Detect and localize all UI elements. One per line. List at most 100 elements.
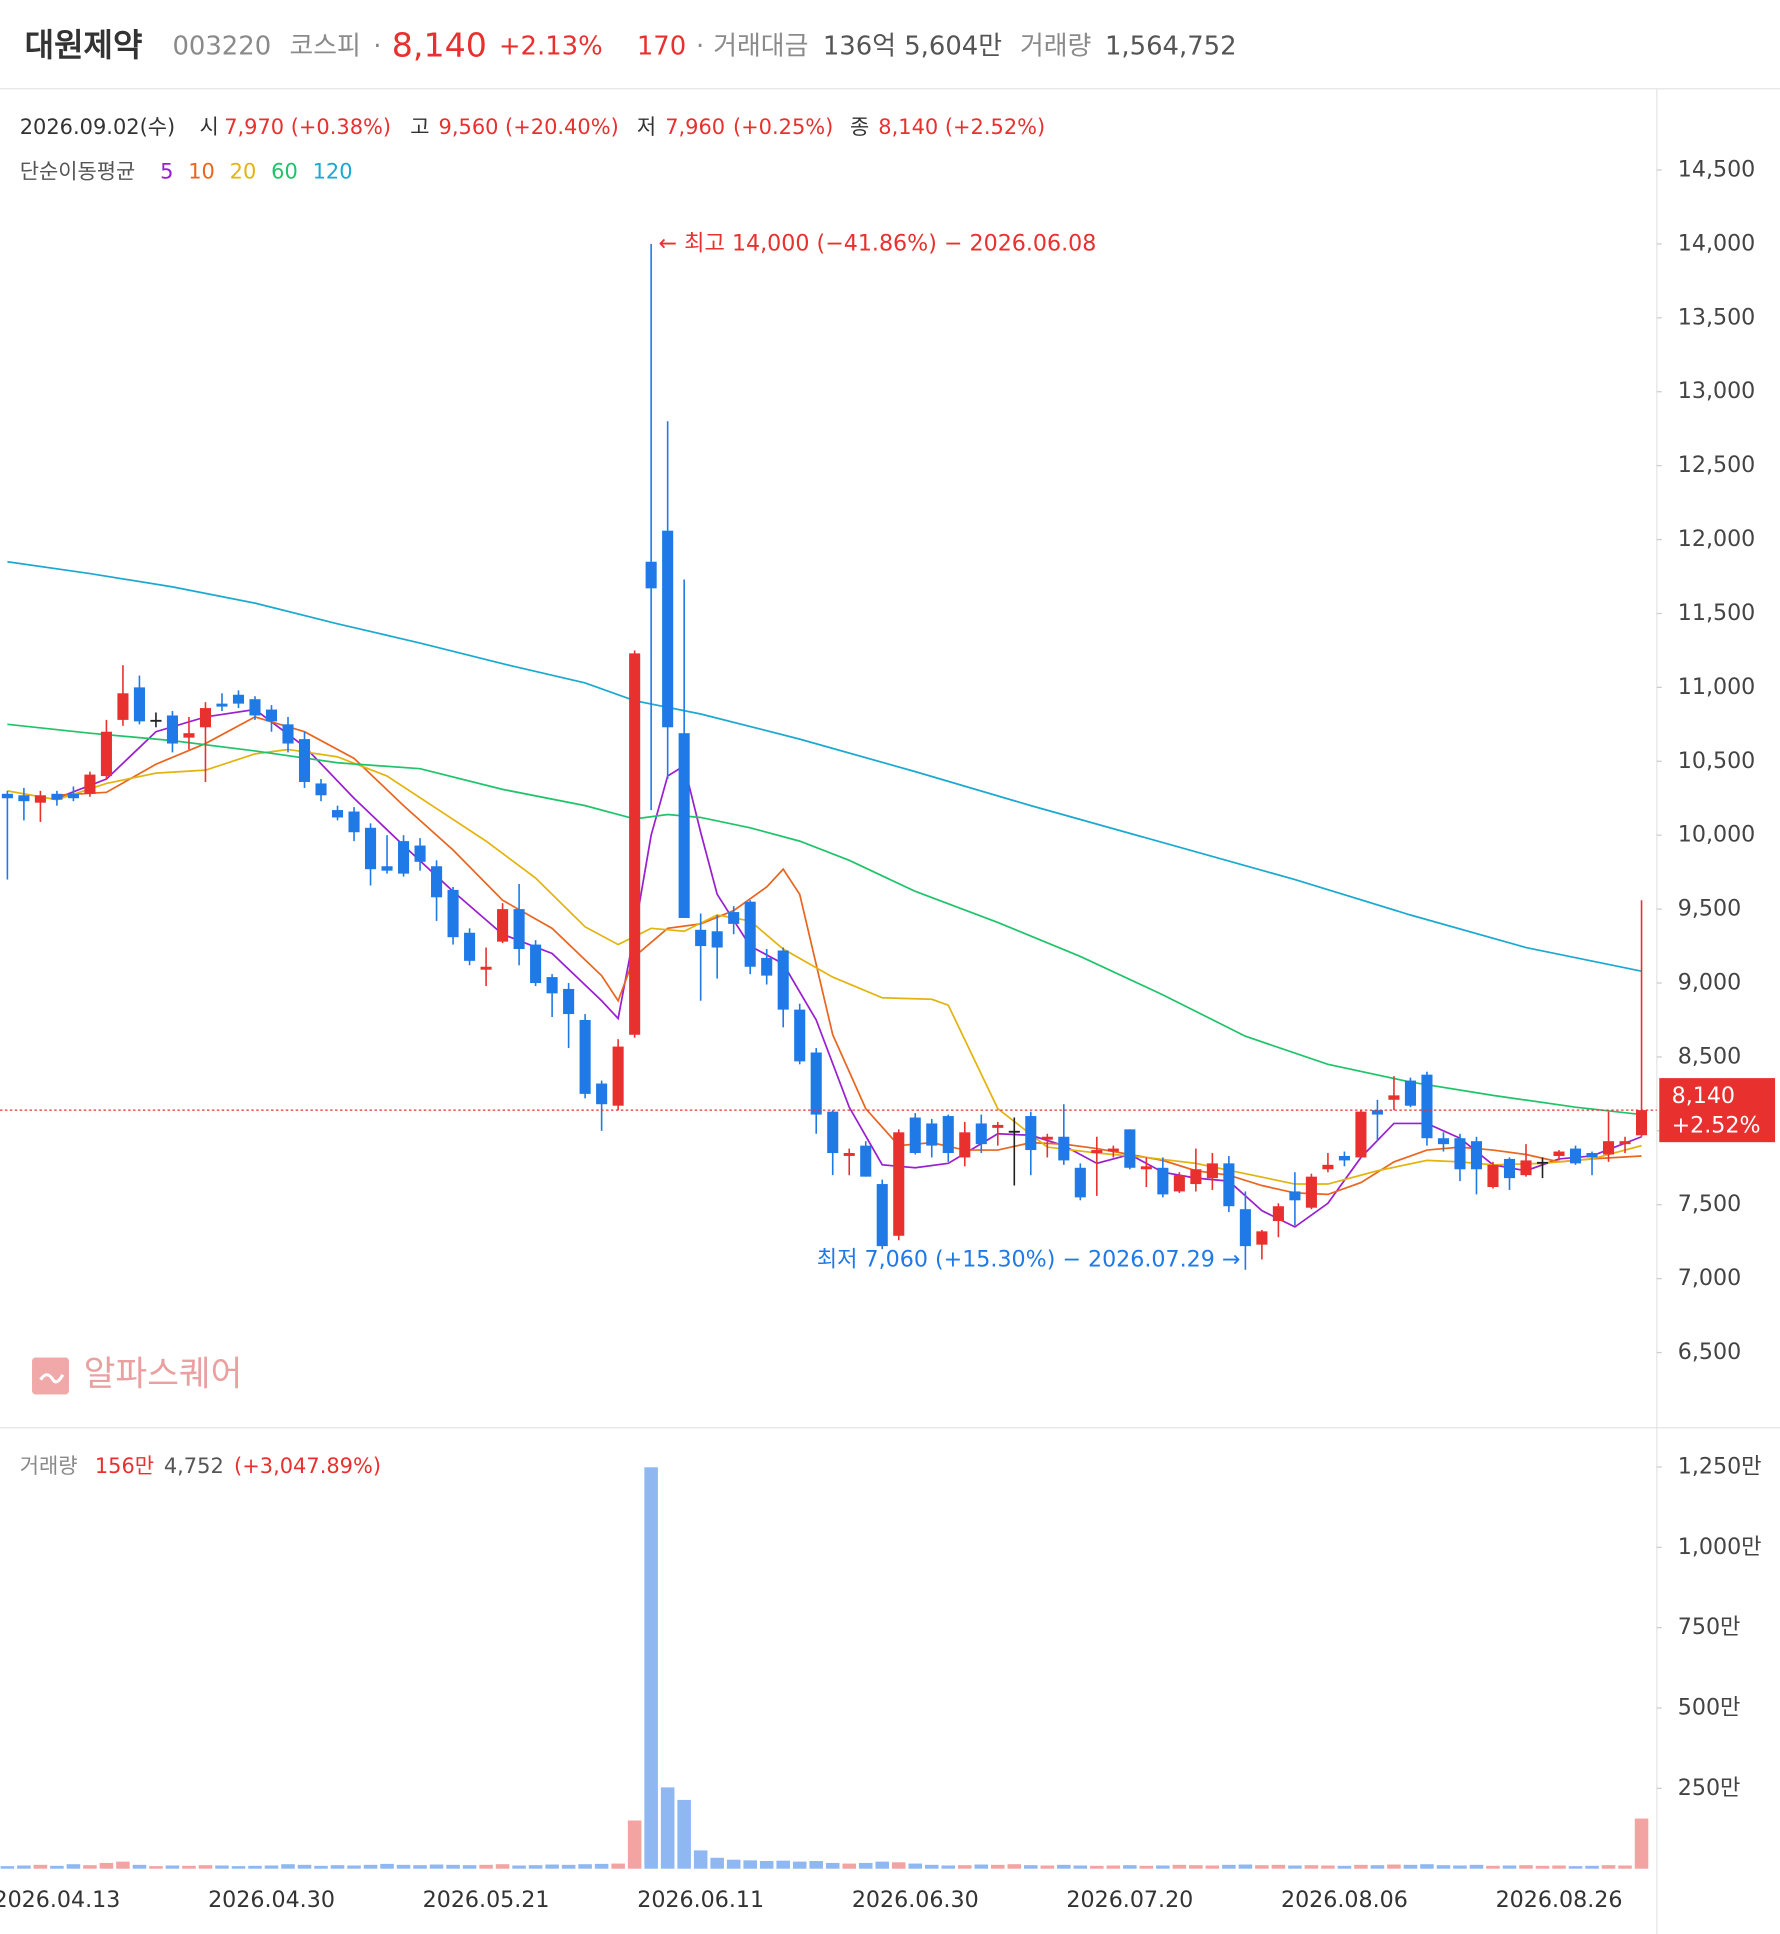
volume-bar (660, 1787, 675, 1869)
candle-body (216, 703, 228, 707)
volume-bar (83, 1865, 97, 1869)
candle-body (51, 793, 63, 800)
candle-body (1437, 1138, 1450, 1145)
candle-body (117, 693, 129, 720)
candle-body (464, 932, 476, 961)
y-tick-label: 13,500 (1678, 304, 1756, 330)
volume-bar (1238, 1864, 1253, 1869)
logo: 알파스퀘어 (32, 1354, 242, 1394)
candle-body (1140, 1166, 1152, 1170)
ohlc-pct: (+20.40%) (505, 115, 619, 139)
volume-bar (512, 1865, 526, 1869)
volume-bar (1568, 1866, 1583, 1869)
y-tick-label: 12,500 (1678, 452, 1756, 478)
volume-bar (479, 1864, 493, 1869)
candle-body (150, 719, 162, 722)
y-tick-label: 9,000 (1678, 970, 1741, 996)
candle-body (1124, 1129, 1136, 1168)
change: 170 (637, 31, 686, 61)
ma-line (7, 560, 1642, 973)
volume-bar (908, 1863, 923, 1869)
candle-body (1190, 1169, 1202, 1185)
candle-body (678, 733, 690, 918)
candle-body (563, 988, 575, 1015)
candle-body (1107, 1148, 1119, 1152)
volume-bar (743, 1860, 757, 1869)
x-tick-label: 2026.06.11 (637, 1887, 764, 1913)
volume-bar (1502, 1865, 1517, 1869)
x-tick-label: 2026.06.30 (852, 1887, 979, 1913)
x-tick-label: 2026.05.21 (423, 1887, 550, 1913)
candle-body (1289, 1191, 1301, 1201)
y-tick-label: 10,500 (1678, 748, 1756, 774)
candle-body (942, 1116, 954, 1154)
candle-body (1074, 1167, 1086, 1198)
volume-bar (281, 1864, 295, 1869)
candle-body (909, 1117, 921, 1154)
candle-body (695, 929, 707, 947)
volume-bar (99, 1862, 114, 1869)
x-tick-label: 2026.08.26 (1496, 1887, 1623, 1913)
candle-body (1091, 1150, 1103, 1154)
volume-bar (825, 1862, 840, 1869)
volume-bar (1222, 1864, 1236, 1869)
volume-bar (726, 1859, 741, 1869)
legend-entry: 20 (230, 159, 257, 183)
candle-body (629, 653, 641, 1035)
candle-body (1470, 1141, 1483, 1170)
candle-body (794, 1009, 806, 1062)
volume-bar (594, 1863, 609, 1869)
volume-bar (215, 1865, 229, 1869)
candle-body (860, 1145, 872, 1177)
volume-bar (1057, 1864, 1071, 1869)
candle-body (1041, 1136, 1053, 1140)
candle-body (364, 827, 377, 870)
change-pct: +2.13% (499, 31, 603, 61)
candle-body (893, 1132, 905, 1236)
volume-bar (314, 1865, 328, 1869)
volume-bar (363, 1864, 378, 1869)
volume-bar (1354, 1864, 1368, 1869)
candle-body (100, 731, 112, 777)
volume-value: 156만 (95, 1454, 154, 1478)
volume-bar (1403, 1864, 1418, 1869)
candle-body (232, 694, 245, 704)
volume-bar (1585, 1865, 1599, 1869)
candle-body (1619, 1141, 1631, 1145)
candle-body (1553, 1151, 1565, 1156)
candle-body (18, 795, 30, 802)
candle-body (265, 709, 278, 722)
volume-bar (809, 1860, 823, 1869)
ohlc-pct: (+0.38%) (291, 115, 391, 139)
volume-bar (1172, 1864, 1187, 1869)
y-tick-label: 14,000 (1678, 230, 1756, 256)
candle-body (992, 1124, 1004, 1128)
candle-body (183, 733, 195, 738)
volume-bar (1255, 1865, 1269, 1869)
volume-bar (462, 1865, 477, 1869)
volume-raw: 4,752 (164, 1454, 224, 1478)
y-tick-label: 1,000만 (1678, 1534, 1762, 1560)
y-tick-label: 7,000 (1678, 1265, 1741, 1291)
volume-bar (1106, 1865, 1121, 1869)
legend-entry: 60 (271, 159, 298, 183)
volume-bar (132, 1864, 147, 1869)
volume-bar (50, 1865, 64, 1869)
candle-body (447, 889, 459, 938)
volume-bar (677, 1799, 691, 1869)
candle-body (744, 901, 756, 967)
volume-bar (561, 1864, 576, 1869)
volume-bar (1189, 1865, 1203, 1869)
candle-body (1173, 1175, 1185, 1192)
volume-bar (116, 1861, 130, 1869)
price-tag-value: 8,140 (1672, 1083, 1735, 1109)
y-tick-label: 11,000 (1678, 674, 1756, 700)
candle-body (645, 561, 657, 589)
candle-body (926, 1123, 938, 1146)
volume-bar (1090, 1865, 1104, 1869)
ohlc-label: 고 (410, 115, 429, 139)
candle-body (1487, 1164, 1499, 1188)
candle-body (282, 724, 294, 744)
volume-bar (1370, 1865, 1385, 1869)
